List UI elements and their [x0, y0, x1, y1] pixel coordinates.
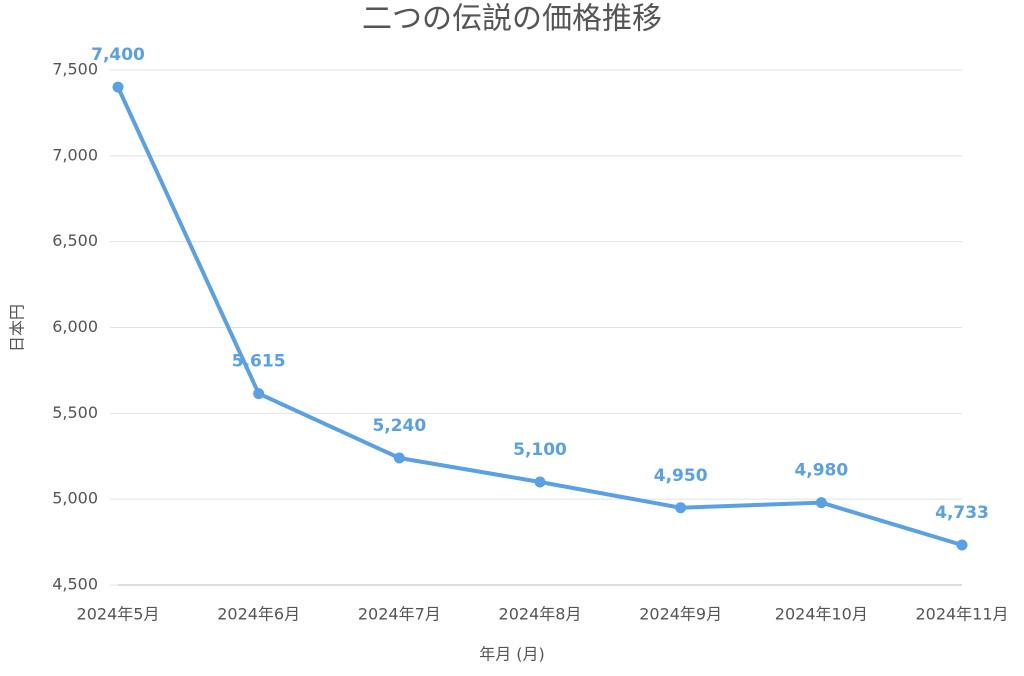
- x-tick-label: 2024年10月: [775, 605, 868, 624]
- y-tick-label: 7,000: [52, 145, 98, 164]
- data-point: [534, 476, 546, 488]
- x-tick-label: 2024年7月: [358, 605, 441, 624]
- x-tick-label: 2024年8月: [499, 605, 582, 624]
- data-point: [675, 502, 687, 514]
- x-tick-label: 2024年11月: [915, 605, 1008, 624]
- y-tick-label: 4,500: [52, 575, 98, 594]
- data-point: [253, 388, 265, 400]
- data-point: [393, 452, 405, 464]
- y-tick-label: 5,500: [52, 403, 98, 422]
- data-label: 5,240: [372, 416, 426, 436]
- data-label: 4,950: [654, 466, 708, 486]
- y-axis-label: 日本円: [8, 304, 27, 352]
- data-point: [956, 539, 968, 551]
- y-tick-label: 6,500: [52, 231, 98, 250]
- data-point: [815, 497, 827, 509]
- data-point: [112, 81, 124, 93]
- x-tick-label: 2024年9月: [639, 605, 722, 624]
- y-tick-label: 6,000: [52, 317, 98, 336]
- x-tick-label: 2024年5月: [77, 605, 160, 624]
- data-label: 4,980: [794, 461, 848, 481]
- y-tick-label: 5,000: [52, 489, 98, 508]
- data-label: 5,615: [232, 352, 286, 372]
- x-tick-label: 2024年6月: [217, 605, 300, 624]
- chart-title: 二つの伝説の価格推移: [362, 2, 662, 37]
- data-label: 5,100: [513, 440, 567, 460]
- data-label: 7,400: [91, 45, 145, 65]
- data-label: 4,733: [935, 503, 989, 523]
- y-tick-label: 7,500: [52, 60, 98, 79]
- x-axis-label: 年月 (月): [479, 645, 545, 664]
